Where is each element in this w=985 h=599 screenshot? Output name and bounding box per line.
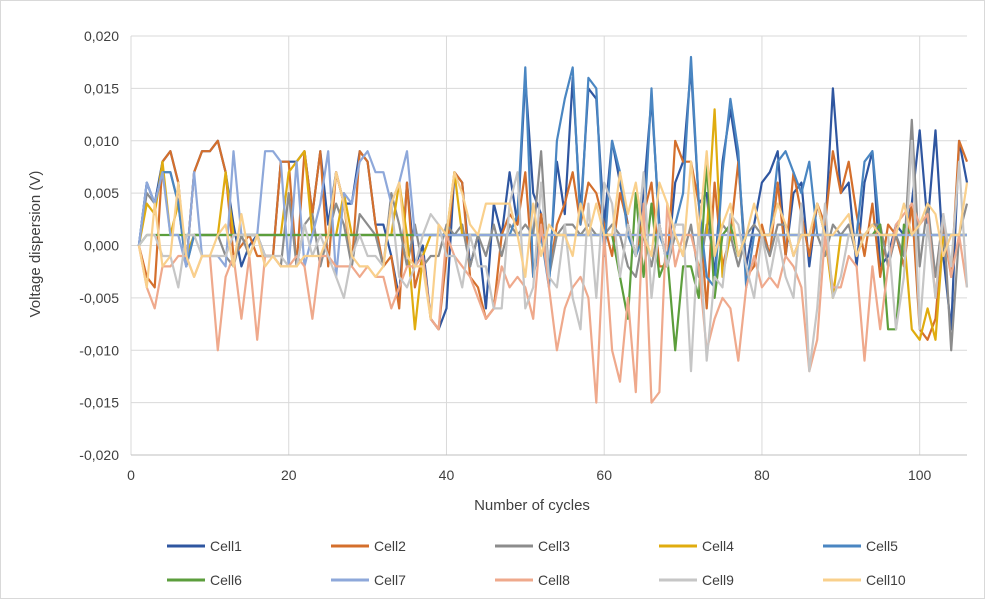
legend-label: Cell2 — [374, 538, 406, 554]
y-tick-label: 0,015 — [84, 80, 119, 96]
legend-item-cell9: Cell9 — [659, 572, 734, 588]
y-axis-label: Voltage dispersion (V) — [27, 171, 44, 318]
y-tick-label: -0,015 — [79, 395, 119, 411]
x-tick-label: 40 — [439, 467, 455, 483]
y-axis-ticks: 0,020 0,015 0,010 0,005 0,000 -0,005 -0,010 -0,… — [79, 28, 119, 463]
legend-item-cell4: Cell4 — [659, 538, 734, 554]
x-tick-label: 20 — [281, 467, 297, 483]
x-tick-label: 80 — [754, 467, 770, 483]
series-line-cell9 — [138, 139, 969, 373]
legend-item-cell1: Cell1 — [167, 538, 242, 554]
y-tick-label: 0,000 — [84, 238, 119, 254]
legend-item-cell10: Cell10 — [823, 572, 906, 588]
legend-item-cell8: Cell8 — [495, 572, 570, 588]
x-axis-ticks: 0 20 40 60 80 100 — [127, 467, 931, 483]
y-tick-label: 0,005 — [84, 185, 119, 201]
legend-label: Cell4 — [702, 538, 734, 554]
legend-label: Cell10 — [866, 572, 906, 588]
legend-item-cell6: Cell6 — [167, 572, 242, 588]
gridlines — [130, 35, 967, 456]
legend-item-cell2: Cell2 — [331, 538, 406, 554]
y-tick-label: 0,010 — [84, 133, 119, 149]
legend-item-cell5: Cell5 — [823, 538, 898, 554]
x-tick-label: 100 — [908, 467, 932, 483]
legend-label: Cell8 — [538, 572, 570, 588]
x-tick-label: 0 — [127, 467, 135, 483]
legend-label: Cell5 — [866, 538, 898, 554]
legend-label: Cell3 — [538, 538, 570, 554]
legend-label: Cell9 — [702, 572, 734, 588]
x-tick-label: 60 — [596, 467, 612, 483]
y-tick-label: 0,020 — [84, 28, 119, 44]
legend-label: Cell6 — [210, 572, 242, 588]
y-tick-label: -0,005 — [79, 290, 119, 306]
series-line-cell10 — [137, 150, 969, 320]
legend-label: Cell1 — [210, 538, 242, 554]
legend-label: Cell7 — [374, 572, 406, 588]
y-tick-label: -0,010 — [79, 342, 119, 358]
series-lines — [137, 55, 969, 404]
y-tick-label: -0,020 — [79, 447, 119, 463]
legend-item-cell7: Cell7 — [331, 572, 406, 588]
x-axis-label: Number of cycles — [474, 497, 590, 514]
legend-item-cell3: Cell3 — [495, 538, 570, 554]
legend: Cell1 Cell2 Cell3 Cell4 Cell5 Cell6 Cell7 Cell8… — [167, 538, 906, 588]
